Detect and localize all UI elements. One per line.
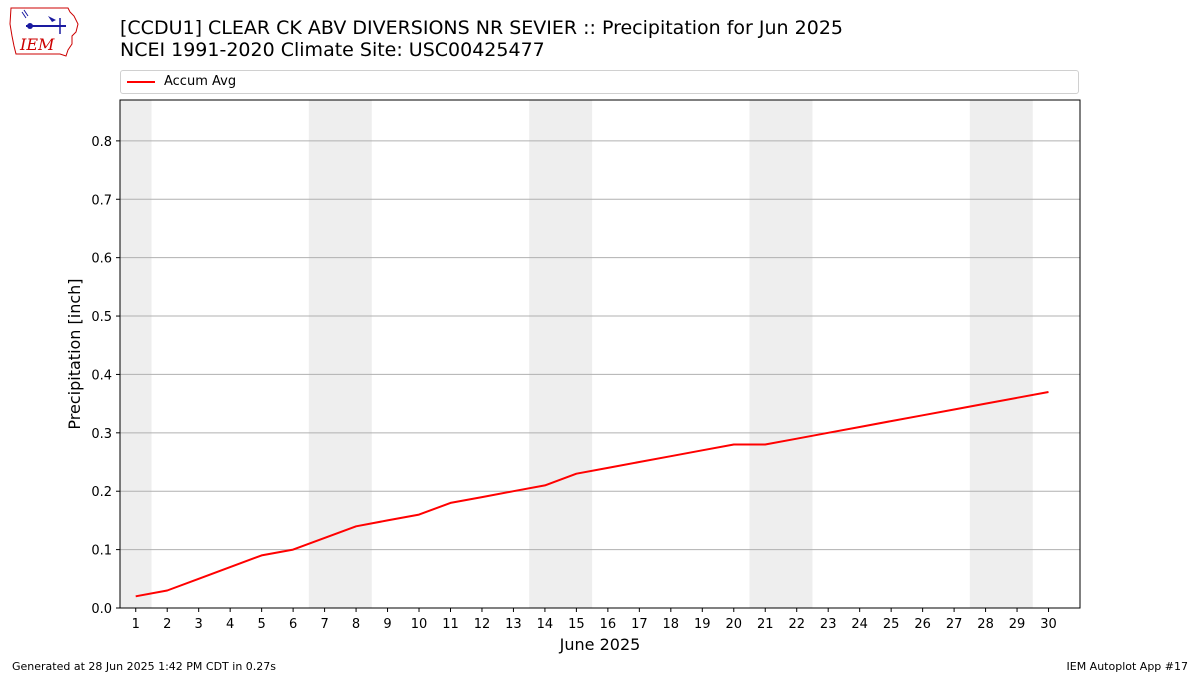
x-tick-label: 6 <box>289 617 297 632</box>
x-tick-label: 18 <box>663 617 680 632</box>
x-tick-label: 22 <box>788 617 805 632</box>
y-tick-label: 0.8 <box>91 135 112 150</box>
x-tick-label: 11 <box>442 617 459 632</box>
weekend-shading-layer <box>120 100 1033 608</box>
legend: Accum Avg <box>120 70 1079 94</box>
x-tick-label: 30 <box>1040 617 1057 632</box>
y-axis-label: Precipitation [inch] <box>65 278 84 429</box>
x-tick-label: 15 <box>568 617 585 632</box>
x-tick-label: 28 <box>977 617 994 632</box>
iowa-outline-shape <box>9 7 79 57</box>
y-tick-label: 0.1 <box>91 544 112 559</box>
y-tick-label: 0.2 <box>91 485 112 500</box>
x-tick-label: 27 <box>946 617 963 632</box>
y-axis: 0.0 0.1 0.2 0.3 0.4 0.5 0.6 0.7 0.8 <box>91 135 120 617</box>
legend-swatch <box>127 81 155 83</box>
x-tick-label: 23 <box>820 617 837 632</box>
y-tick-label: 0.6 <box>91 252 112 267</box>
x-tick-label: 16 <box>600 617 617 632</box>
x-tick-label: 10 <box>411 617 428 632</box>
x-tick-label: 19 <box>694 617 711 632</box>
x-tick-label: 17 <box>631 617 648 632</box>
x-tick-label: 13 <box>505 617 522 632</box>
x-tick-label: 5 <box>257 617 265 632</box>
x-tick-label: 7 <box>320 617 328 632</box>
x-tick-label: 24 <box>851 617 868 632</box>
logo-tick-shape <box>21 9 29 19</box>
x-tick-label: 2 <box>163 617 171 632</box>
x-tick-label: 26 <box>914 617 931 632</box>
chart-subtitle: NCEI 1991-2020 Climate Site: USC00425477 <box>120 39 545 61</box>
y-tick-label: 0.0 <box>91 602 112 617</box>
footer-generated-text: Generated at 28 Jun 2025 1:42 PM CDT in … <box>12 660 277 673</box>
x-tick-label: 20 <box>725 617 742 632</box>
logo-text: IEM <box>19 35 55 54</box>
x-tick-label: 29 <box>1009 617 1026 632</box>
x-tick-label: 12 <box>474 617 491 632</box>
x-tick-label: 25 <box>883 617 900 632</box>
x-tick-label: 21 <box>757 617 774 632</box>
weekend-shade <box>120 100 152 608</box>
iem-logo: IEM <box>9 7 79 57</box>
x-tick-label: 9 <box>383 617 391 632</box>
weekend-shade <box>529 100 593 608</box>
weekend-shade <box>749 100 813 608</box>
logo-dot-shape <box>27 23 33 29</box>
y-tick-label: 0.5 <box>91 310 112 325</box>
series-line-accum-avg <box>135 391 1049 598</box>
plot-frame <box>119 99 1081 609</box>
y-tick-label: 0.3 <box>91 427 112 442</box>
grid-layer <box>120 140 1080 551</box>
x-tick-label: 14 <box>537 617 554 632</box>
x-tick-label: 4 <box>226 617 234 632</box>
y-tick-label: 0.7 <box>91 193 112 208</box>
series-layer <box>135 391 1049 598</box>
y-tick-label: 0.4 <box>91 368 112 383</box>
weekend-shade <box>969 100 1033 608</box>
logo-wind-shape <box>48 16 56 22</box>
weekend-shade <box>308 100 372 608</box>
x-tick-label: 3 <box>195 617 203 632</box>
x-axis: 1 2 3 4 5 6 7 8 9 10 11 12 13 14 15 16 17 18 19 20 21 22 23 24 2… <box>132 608 1057 632</box>
chart-title: [CCDU1] CLEAR CK ABV DIVERSIONS NR SEVIE… <box>120 17 843 39</box>
x-tick-label: 1 <box>132 617 140 632</box>
footer-app-text: IEM Autoplot App #17 <box>1066 660 1189 673</box>
legend-label: Accum Avg <box>164 74 237 89</box>
x-tick-label: 8 <box>352 617 360 632</box>
x-axis-label: June 2025 <box>559 635 641 654</box>
